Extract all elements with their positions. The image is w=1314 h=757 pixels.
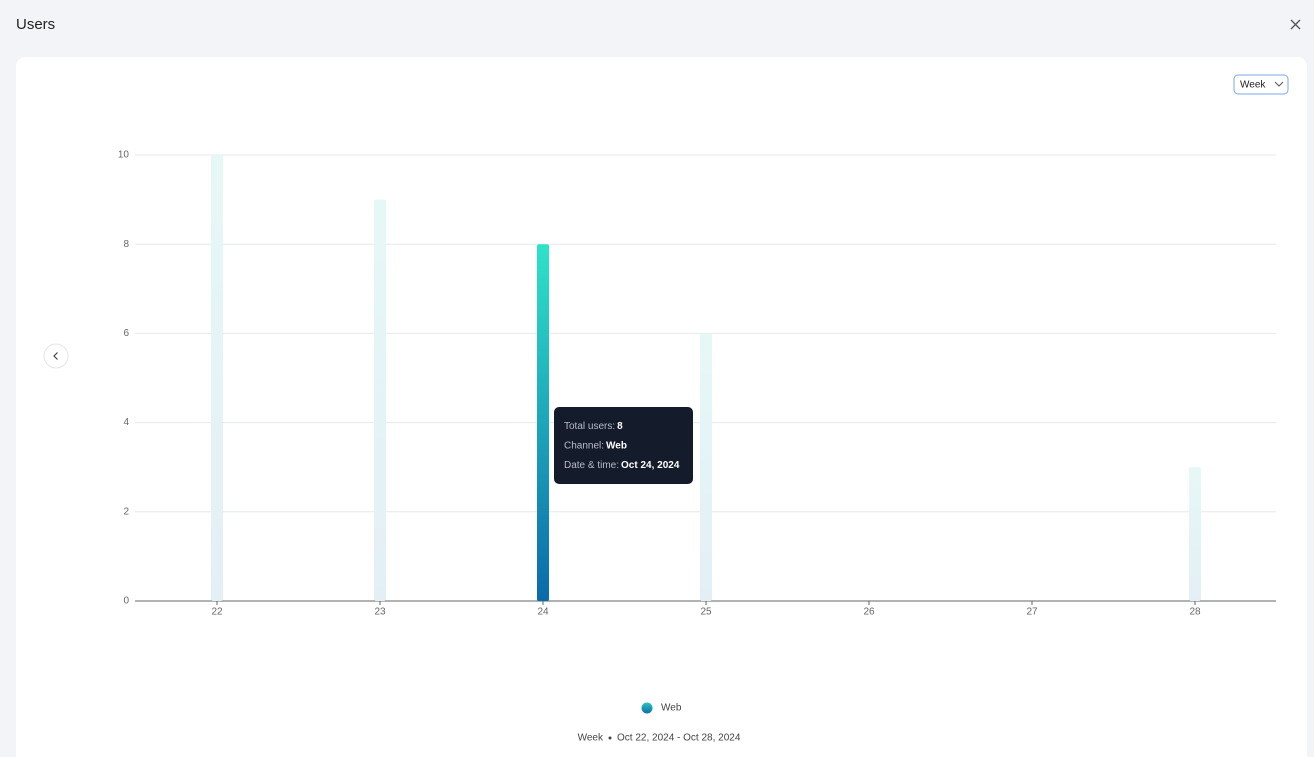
tooltip-key: Date & time: (564, 460, 619, 471)
footer-range: Oct 22, 2024 - Oct 28, 2024 (617, 733, 741, 744)
tooltip-key: Total users: (564, 421, 615, 432)
bar (1189, 467, 1201, 601)
tooltip-row: Channel: Web (564, 440, 627, 451)
y-tick-label: 4 (123, 417, 129, 428)
separator (608, 736, 612, 740)
tooltip-value: Oct 24, 2024 (621, 460, 680, 471)
tooltip-key: Channel: (564, 440, 604, 451)
y-tick-label: 6 (123, 328, 129, 339)
bar (537, 244, 549, 601)
prev-button[interactable] (43, 343, 69, 369)
tooltip-row: Date & time: Oct 24, 2024 (564, 460, 680, 471)
bar (374, 199, 386, 601)
y-tick-label: 10 (118, 150, 130, 161)
x-tick-label: 23 (374, 607, 386, 618)
dropdown-label: Week (1240, 80, 1266, 91)
x-tick-label: 22 (211, 607, 223, 618)
y-tick-label: 8 (123, 239, 129, 250)
x-tick-label: 25 (700, 607, 712, 618)
legend-swatch (641, 702, 653, 714)
bar (211, 155, 223, 601)
dialog-title: Users (16, 16, 55, 33)
x-tick-label: 26 (863, 607, 875, 618)
tooltip-row: Total users: 8 (564, 421, 623, 432)
period-dropdown[interactable]: Week (1233, 74, 1289, 95)
y-tick-label: 0 (123, 596, 129, 607)
x-tick-label: 24 (537, 607, 549, 618)
tooltip-value: 8 (617, 421, 623, 432)
footer: Week Oct 22, 2024 - Oct 28, 2024 (578, 733, 741, 744)
tooltip-value: Web (606, 440, 627, 451)
y-tick-label: 2 (123, 506, 129, 517)
footer-period: Week (578, 733, 604, 744)
bar (700, 333, 712, 601)
legend-label: Web (661, 703, 682, 714)
x-tick-label: 27 (1026, 607, 1038, 618)
tooltip: Total users: 8 Channel: Web Date & time: Oct … (554, 407, 693, 484)
close-button[interactable] (1290, 19, 1301, 30)
x-tick-label: 28 (1189, 607, 1201, 618)
legend[interactable]: Web (641, 702, 682, 714)
